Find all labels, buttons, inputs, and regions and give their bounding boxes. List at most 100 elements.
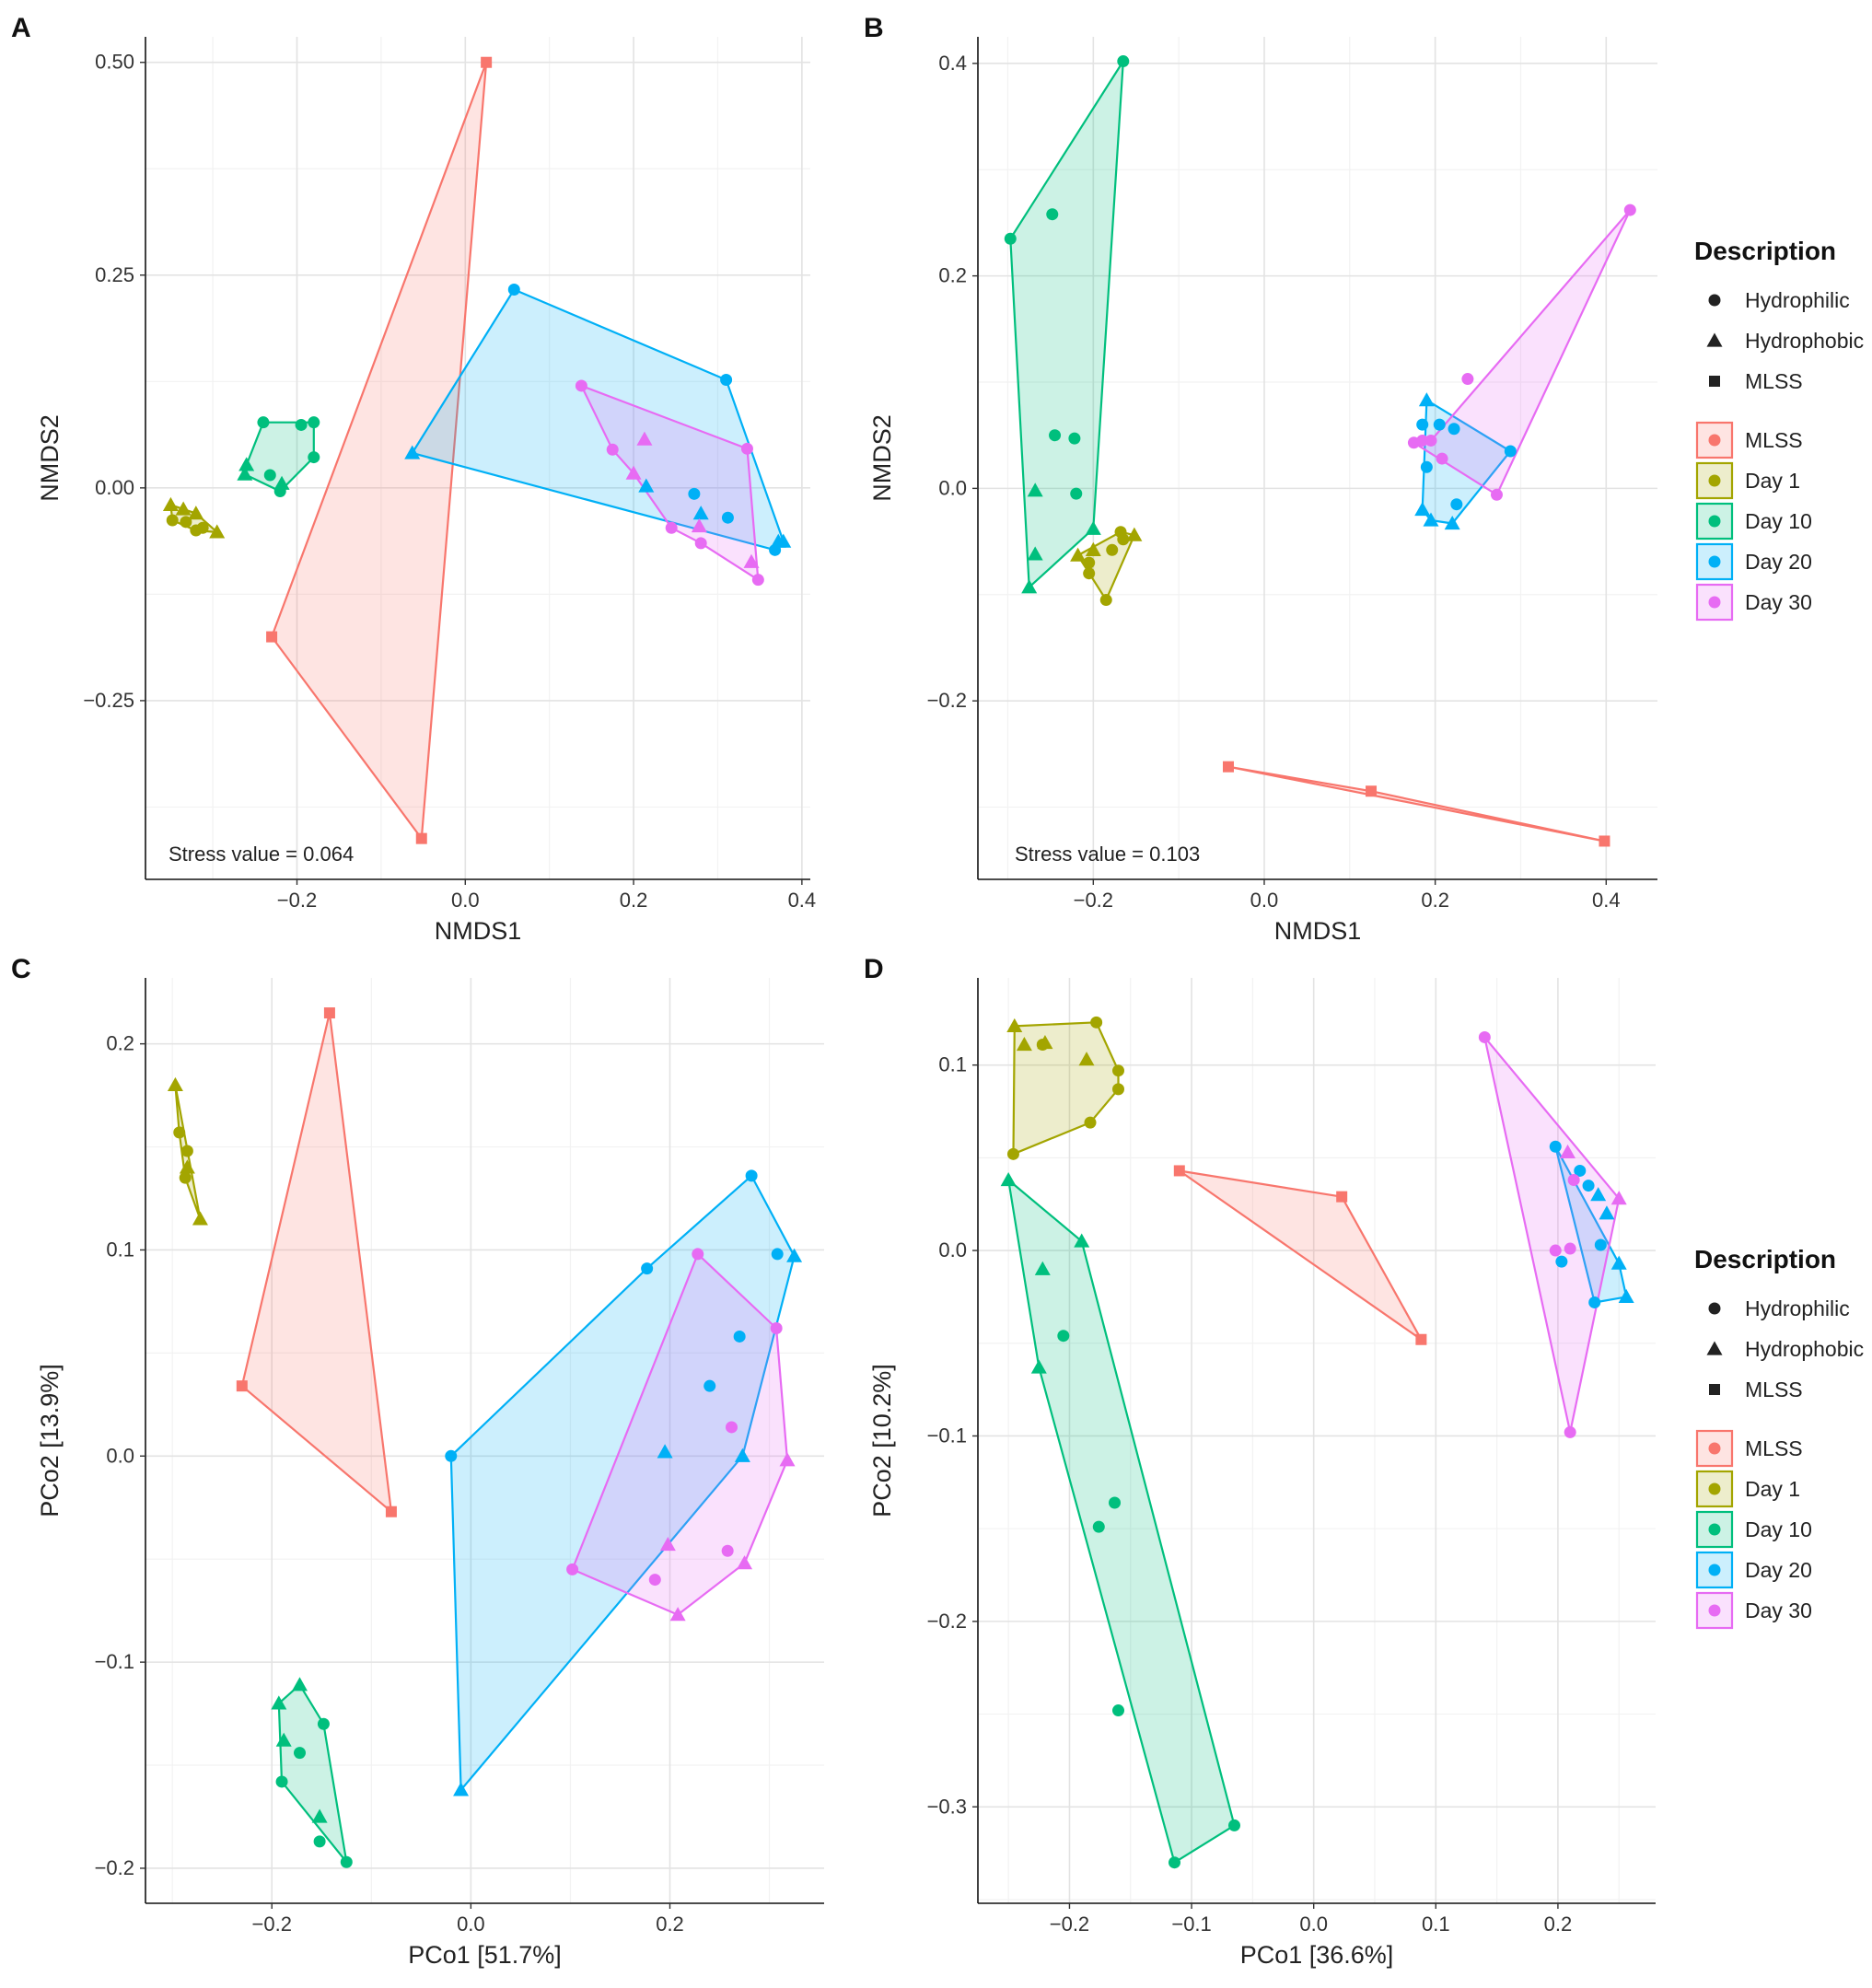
point-day-30-triangle	[636, 431, 653, 446]
point-day-1-triangle	[1006, 1017, 1023, 1032]
point-day-30-circle	[575, 379, 587, 392]
point-day-20-triangle	[786, 1248, 803, 1262]
panel-d: −0.2 −0.1 0.0 0.1 0.2 −0.3 −0.2 −0.1 0.0 0.1 PCo1 …	[864, 954, 1656, 1969]
point-day-10-circle	[1057, 1330, 1070, 1343]
x-tick-label: −0.2	[277, 889, 317, 912]
point-day-20-circle	[688, 487, 701, 500]
hull-mlss	[271, 61, 488, 840]
x-tick-label: −0.2	[1074, 889, 1113, 912]
point-day-30-circle	[1623, 203, 1636, 216]
x-tick-label: 0.1	[1422, 1912, 1450, 1936]
legend-square-key	[1709, 1384, 1720, 1395]
legend: Description Hydrophilic Hydrophobic MLSS MLS…	[1694, 237, 1864, 622]
hull-mlss	[1227, 765, 1606, 843]
point-day-10-circle	[317, 1717, 330, 1730]
point-day-1-circle	[166, 514, 179, 527]
legend-color-dot	[1708, 1564, 1721, 1576]
point-day-20-circle	[769, 543, 782, 556]
legend-color-label: MLSS	[1745, 428, 1803, 452]
point-day-30-circle	[1564, 1425, 1576, 1438]
point-day-30-circle	[648, 1574, 661, 1587]
point-day-10-circle	[1070, 487, 1083, 500]
point-day-20-triangle	[657, 1444, 673, 1459]
point-mlss-square	[236, 1380, 248, 1392]
x-tick-label: 0.2	[656, 1912, 684, 1936]
point-day-30-triangle	[743, 553, 760, 568]
legend-color-dot	[1708, 1482, 1721, 1495]
point-day-20-triangle	[404, 445, 421, 459]
point-day-20-circle	[1504, 445, 1517, 458]
point-day-20-circle	[733, 1330, 746, 1343]
legend-color-label: Day 30	[1745, 1599, 1812, 1622]
point-day-20-circle	[1448, 423, 1460, 436]
legend-circle-key	[1708, 294, 1721, 307]
point-day-10-triangle	[1027, 546, 1043, 561]
y-tick-label: 0.2	[938, 264, 967, 287]
point-day-10-circle	[308, 416, 320, 429]
point-day-1-triangle	[1070, 547, 1087, 562]
point-day-20-triangle	[692, 506, 709, 520]
stress-value: Stress value = 0.103	[1015, 843, 1200, 866]
point-day-20-triangle	[1610, 1255, 1627, 1270]
hull-day-1	[1012, 1021, 1120, 1156]
point-day-10-circle	[1169, 1856, 1181, 1869]
x-tick-label: 0.0	[457, 1912, 485, 1936]
y-tick-label: −0.1	[927, 1424, 967, 1447]
point-day-30-circle	[1549, 1244, 1562, 1257]
point-mlss-square	[1173, 1165, 1185, 1177]
point-day-20-triangle	[638, 478, 655, 493]
y-axis-title: PCo2 [10.2%]	[868, 1364, 896, 1517]
y-tick-label: 0.1	[938, 1053, 967, 1076]
point-day-20-circle	[1594, 1238, 1607, 1251]
legend-color-dot	[1708, 555, 1721, 568]
y-tick-label: −0.2	[95, 1856, 134, 1879]
y-tick-label: 0.0	[938, 1238, 967, 1261]
legend-square-key	[1709, 376, 1720, 387]
point-day-20-triangle	[734, 1447, 750, 1462]
legend-color-label: Day 1	[1745, 1477, 1800, 1501]
point-day-30-triangle	[659, 1537, 676, 1552]
point-day-1-triangle	[1078, 1052, 1095, 1066]
hull-day-10	[1009, 60, 1124, 588]
point-day-20-circle	[445, 1449, 458, 1462]
hull-day-30	[1413, 209, 1632, 496]
point-day-10-triangle	[1030, 1359, 1047, 1374]
legend-shape-label: Hydrophilic	[1745, 288, 1850, 312]
legend-color-dot	[1708, 1523, 1721, 1536]
point-day-30-circle	[1567, 1174, 1580, 1187]
point-day-20-triangle	[1418, 392, 1435, 407]
y-tick-label: 0.25	[95, 263, 134, 286]
point-day-10-triangle	[1000, 1172, 1017, 1187]
point-day-30-circle	[1461, 373, 1474, 386]
point-day-20-triangle	[775, 533, 792, 548]
hull-day-10	[1007, 1179, 1236, 1864]
point-day-10-circle	[1046, 208, 1059, 221]
panel-letter: C	[11, 954, 31, 984]
hull-mlss	[1178, 1169, 1423, 1341]
x-tick-label: 0.2	[620, 889, 648, 912]
point-mlss-square	[323, 1007, 335, 1019]
x-tick-label: 0.0	[451, 889, 480, 912]
point-day-30-circle	[1424, 434, 1437, 447]
y-tick-label: −0.1	[95, 1650, 134, 1673]
legend-color-dot	[1708, 1604, 1721, 1617]
point-mlss-square	[385, 1506, 397, 1517]
point-day-10-circle	[257, 416, 270, 429]
y-tick-label: −0.2	[927, 1610, 967, 1633]
x-axis-title: PCo1 [36.6%]	[1240, 1941, 1394, 1969]
hull-day-10	[277, 1683, 348, 1864]
point-day-10-triangle	[238, 457, 255, 471]
point-day-10-circle	[1117, 55, 1130, 68]
point-day-1-circle	[1117, 533, 1130, 546]
point-day-20-circle	[745, 1169, 758, 1182]
legend-color-key	[1695, 1591, 1734, 1630]
point-day-10-circle	[263, 469, 276, 482]
legend-circle-key	[1708, 1302, 1721, 1315]
point-day-1-circle	[1083, 567, 1096, 580]
panel-letter: B	[864, 13, 884, 43]
legend-color-label: Day 10	[1745, 1517, 1812, 1541]
legend-color-label: Day 20	[1745, 1558, 1812, 1582]
x-tick-label: −0.2	[252, 1912, 292, 1936]
point-day-20-circle	[1582, 1180, 1595, 1192]
point-day-30-circle	[1564, 1242, 1576, 1255]
